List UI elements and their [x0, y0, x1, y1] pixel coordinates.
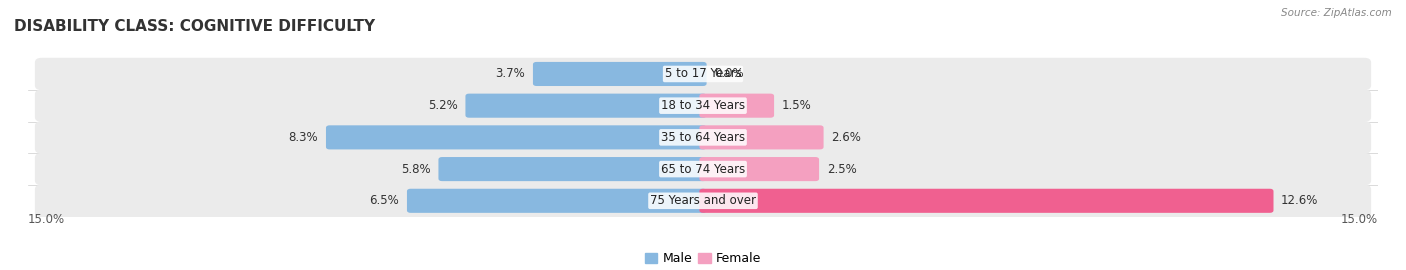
FancyBboxPatch shape — [465, 94, 707, 118]
Text: 35 to 64 Years: 35 to 64 Years — [661, 131, 745, 144]
FancyBboxPatch shape — [35, 89, 1371, 122]
Text: 15.0%: 15.0% — [1341, 213, 1378, 226]
FancyBboxPatch shape — [35, 153, 1371, 185]
Text: 0.0%: 0.0% — [714, 68, 744, 80]
Text: 3.7%: 3.7% — [495, 68, 526, 80]
FancyBboxPatch shape — [35, 58, 1371, 90]
Text: 75 Years and over: 75 Years and over — [650, 194, 756, 207]
Text: 15.0%: 15.0% — [28, 213, 65, 226]
FancyBboxPatch shape — [35, 121, 1371, 154]
Text: Source: ZipAtlas.com: Source: ZipAtlas.com — [1281, 8, 1392, 18]
FancyBboxPatch shape — [35, 185, 1371, 217]
Text: 2.6%: 2.6% — [831, 131, 860, 144]
FancyBboxPatch shape — [699, 94, 775, 118]
Text: 5.2%: 5.2% — [427, 99, 458, 112]
Text: 18 to 34 Years: 18 to 34 Years — [661, 99, 745, 112]
Text: 2.5%: 2.5% — [827, 163, 856, 176]
Text: DISABILITY CLASS: COGNITIVE DIFFICULTY: DISABILITY CLASS: COGNITIVE DIFFICULTY — [14, 19, 375, 34]
Text: 1.5%: 1.5% — [782, 99, 811, 112]
Text: 5 to 17 Years: 5 to 17 Years — [665, 68, 741, 80]
Text: 8.3%: 8.3% — [288, 131, 318, 144]
FancyBboxPatch shape — [699, 157, 820, 181]
Text: 5.8%: 5.8% — [401, 163, 430, 176]
Legend: Male, Female: Male, Female — [640, 247, 766, 270]
Text: 12.6%: 12.6% — [1281, 194, 1319, 207]
Text: 6.5%: 6.5% — [370, 194, 399, 207]
FancyBboxPatch shape — [326, 125, 707, 149]
FancyBboxPatch shape — [699, 189, 1274, 213]
Text: 65 to 74 Years: 65 to 74 Years — [661, 163, 745, 176]
FancyBboxPatch shape — [533, 62, 707, 86]
FancyBboxPatch shape — [439, 157, 707, 181]
FancyBboxPatch shape — [406, 189, 707, 213]
FancyBboxPatch shape — [699, 125, 824, 149]
